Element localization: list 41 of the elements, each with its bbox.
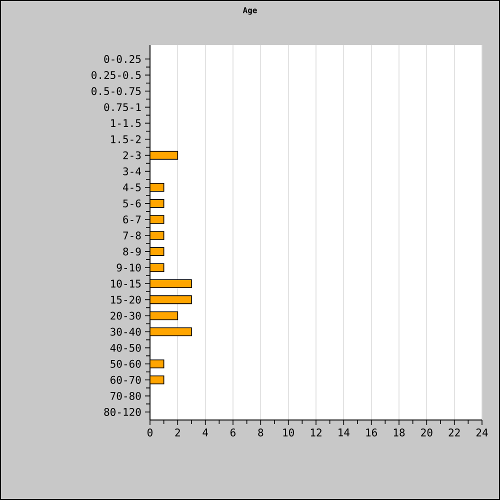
x-tick-label: 0 [148, 428, 152, 436]
y-tick-label: 50-60 [110, 360, 141, 368]
x-tick-label: 24 [476, 428, 488, 436]
x-tick-label: 4 [202, 428, 208, 436]
x-tick-label: 16 [366, 428, 377, 436]
chart-title: Age [242, 7, 257, 15]
y-tick-label: 80-120 [104, 408, 141, 416]
x-tick-label: 12 [310, 428, 322, 436]
bar [150, 327, 192, 336]
y-tick-label: 0.5-0.75 [92, 87, 141, 96]
y-tick-label: 0.75-1 [104, 103, 141, 112]
x-tick-label: 2 [175, 428, 180, 436]
bar [150, 150, 178, 160]
y-tick-label: 9-10 [116, 264, 141, 272]
x-tick-label: 22 [448, 428, 460, 436]
y-tick-label: 3-4 [123, 167, 141, 176]
y-tick-label: 6-7 [123, 215, 141, 224]
y-tick-label: 1-1.5 [111, 119, 141, 128]
x-tick-label: 8 [258, 428, 264, 436]
x-tick-label: 20 [421, 428, 432, 436]
y-tick-label: 30-40 [110, 328, 141, 336]
y-tick-label: 5-6 [123, 199, 141, 208]
y-tick-label: 10-15 [111, 280, 141, 288]
x-tick-label: 6 [230, 428, 236, 436]
y-tick-label: 1.5-2 [111, 135, 141, 144]
x-tick-label: 18 [394, 428, 405, 436]
x-tick-label: 10 [283, 428, 294, 436]
y-tick-label: 15-20 [111, 296, 141, 304]
y-tick-label: 4-5 [123, 183, 141, 192]
y-tick-label: 8-9 [123, 248, 141, 256]
y-tick-label: 70-80 [110, 392, 141, 400]
y-tick-label: 7-8 [123, 232, 141, 240]
bar [150, 311, 178, 320]
bar [150, 295, 192, 304]
y-tick-label: 20-30 [110, 312, 141, 320]
y-tick-label: 0-0.25 [104, 55, 141, 63]
x-tick-label: 14 [338, 428, 350, 436]
y-tick-label: 60-70 [110, 376, 141, 384]
y-tick-label: 40-50 [110, 344, 141, 352]
y-tick-label: 0.25-0.5 [92, 71, 141, 80]
y-tick-label: 2-3 [123, 151, 141, 160]
